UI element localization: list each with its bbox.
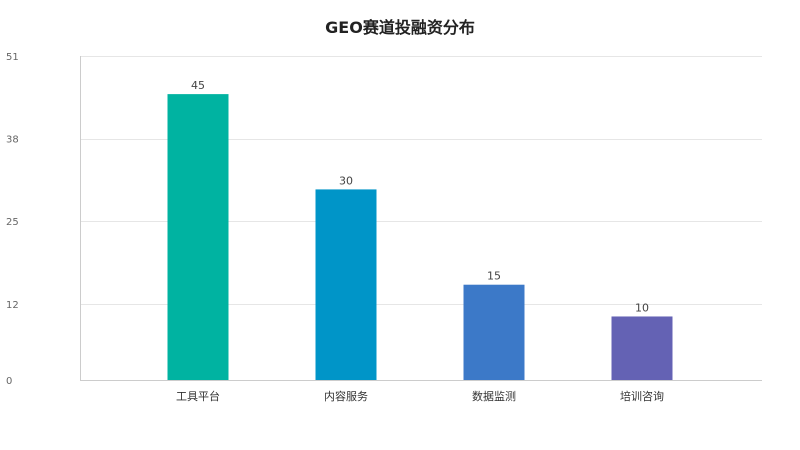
bar (167, 94, 229, 380)
y-tick-label: 25 (6, 217, 19, 228)
y-tick-label: 51 (6, 52, 19, 63)
x-tick-label: 工具平台 (176, 389, 220, 403)
bars (167, 94, 673, 380)
x-tick-label: 培训咨询 (620, 389, 664, 403)
y-tick-label: 12 (6, 300, 19, 311)
x-axis-ticks: 工具平台 内容服务 数据监测 培训咨询 (176, 389, 664, 403)
data-label: 10 (635, 301, 649, 314)
bar (463, 284, 525, 380)
chart-title: GEO赛道投融资分布 (325, 18, 475, 37)
x-tick-label: 内容服务 (324, 389, 368, 403)
bar (315, 189, 377, 380)
bar (611, 316, 673, 380)
y-tick-label: 0 (6, 376, 12, 387)
y-axis-ticks: 0 12 25 38 51 (6, 52, 19, 387)
axes (80, 56, 762, 381)
data-label: 45 (191, 79, 205, 92)
y-tick-label: 38 (6, 135, 19, 146)
data-labels: 45 30 15 10 (191, 79, 649, 314)
x-tick-label: 数据监测 (472, 389, 516, 403)
data-label: 15 (487, 270, 501, 283)
data-label: 30 (339, 174, 353, 187)
